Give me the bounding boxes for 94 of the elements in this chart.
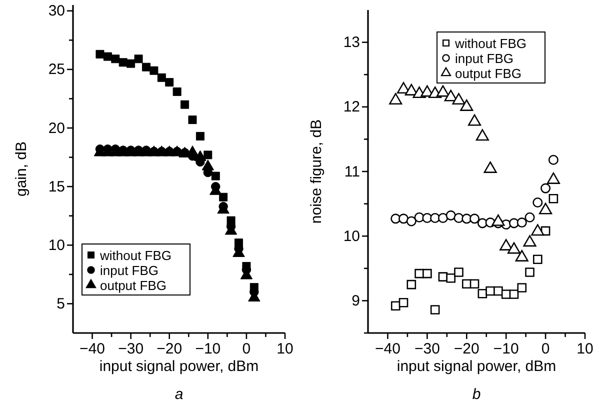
point bbox=[533, 254, 542, 264]
legend-label: input FBG bbox=[100, 263, 159, 278]
point bbox=[134, 54, 143, 64]
point bbox=[454, 268, 464, 277]
point bbox=[398, 298, 408, 308]
point bbox=[103, 52, 112, 61]
point bbox=[172, 87, 182, 96]
x-tick-label: 10 bbox=[576, 340, 594, 358]
y-tick-label: 10 bbox=[343, 228, 360, 245]
y-tick-label: 9 bbox=[352, 292, 360, 310]
point bbox=[126, 59, 136, 68]
point bbox=[406, 216, 416, 226]
y-axis-title: gain, dB bbox=[13, 141, 30, 197]
point bbox=[436, 85, 450, 97]
x-tick-label: 0 bbox=[242, 340, 251, 358]
legend-label: output FBG bbox=[100, 278, 166, 293]
point bbox=[398, 214, 409, 224]
x-tick-label: 10 bbox=[276, 340, 294, 358]
point bbox=[525, 268, 534, 277]
y-tick-label: 25 bbox=[48, 61, 65, 78]
x-tick-label: −30 bbox=[414, 340, 440, 358]
point bbox=[157, 73, 166, 82]
point bbox=[484, 161, 497, 173]
point bbox=[389, 92, 402, 104]
point bbox=[531, 224, 544, 236]
point bbox=[446, 273, 456, 283]
text: a bbox=[174, 386, 184, 403]
point bbox=[516, 218, 527, 228]
y-tick-label: 10 bbox=[48, 236, 65, 254]
point bbox=[460, 99, 474, 111]
point bbox=[406, 280, 416, 290]
point bbox=[532, 197, 543, 208]
point bbox=[430, 305, 440, 314]
point bbox=[142, 62, 150, 72]
y-axis-title: noise figure, dB bbox=[308, 119, 325, 224]
y-tick-label: 13 bbox=[343, 34, 360, 52]
point bbox=[452, 92, 466, 104]
x-tick-label: −40 bbox=[80, 340, 105, 358]
x-axis-title: input signal power, dBm bbox=[99, 358, 259, 375]
point bbox=[507, 242, 521, 254]
point bbox=[118, 58, 128, 67]
x-tick-label: 0 bbox=[541, 340, 550, 358]
y-tick-label: 12 bbox=[343, 98, 360, 116]
legend-label: output FBG bbox=[455, 66, 522, 81]
x-tick-label: −40 bbox=[375, 340, 400, 358]
point bbox=[470, 214, 480, 224]
point bbox=[111, 54, 120, 64]
point bbox=[509, 290, 519, 299]
point bbox=[150, 66, 158, 75]
point bbox=[476, 129, 489, 141]
point bbox=[180, 100, 190, 109]
point bbox=[539, 202, 552, 214]
y-tick-label: 20 bbox=[48, 120, 65, 137]
point bbox=[444, 90, 458, 102]
point bbox=[219, 192, 228, 202]
point bbox=[422, 268, 432, 278]
point bbox=[470, 279, 480, 289]
x-axis-title: input signal power, dBm bbox=[396, 358, 556, 375]
y-tick-label: 15 bbox=[48, 178, 65, 196]
legend-label: without FBG bbox=[454, 36, 527, 51]
point bbox=[196, 132, 204, 140]
y-tick-label: 30 bbox=[48, 2, 65, 20]
x-tick-label: −20 bbox=[454, 340, 480, 358]
point bbox=[540, 183, 551, 194]
x-tick-label: −20 bbox=[156, 340, 182, 358]
x-tick-label: −10 bbox=[195, 340, 221, 358]
point bbox=[404, 84, 418, 96]
point bbox=[165, 78, 174, 87]
x-tick-label: −30 bbox=[118, 340, 144, 358]
x-tick-label: −10 bbox=[493, 340, 519, 358]
point bbox=[501, 290, 511, 299]
legend-label: without FBG bbox=[99, 248, 172, 263]
point bbox=[494, 286, 503, 296]
point bbox=[204, 150, 212, 160]
point bbox=[390, 301, 400, 311]
point bbox=[211, 172, 220, 180]
point bbox=[468, 114, 482, 126]
point bbox=[517, 283, 527, 292]
point bbox=[188, 116, 197, 124]
point bbox=[524, 212, 535, 222]
point bbox=[492, 214, 505, 226]
y-tick-label: 11 bbox=[344, 163, 360, 180]
point bbox=[548, 194, 558, 204]
point bbox=[446, 210, 456, 220]
point bbox=[194, 150, 206, 161]
y-tick-label: 5 bbox=[56, 296, 65, 313]
point bbox=[523, 235, 536, 247]
point bbox=[548, 154, 558, 165]
legend-label: input FBG bbox=[455, 51, 514, 66]
point bbox=[546, 172, 560, 184]
point bbox=[438, 213, 448, 224]
text: b bbox=[472, 386, 481, 403]
point bbox=[202, 160, 214, 170]
point bbox=[96, 50, 104, 58]
